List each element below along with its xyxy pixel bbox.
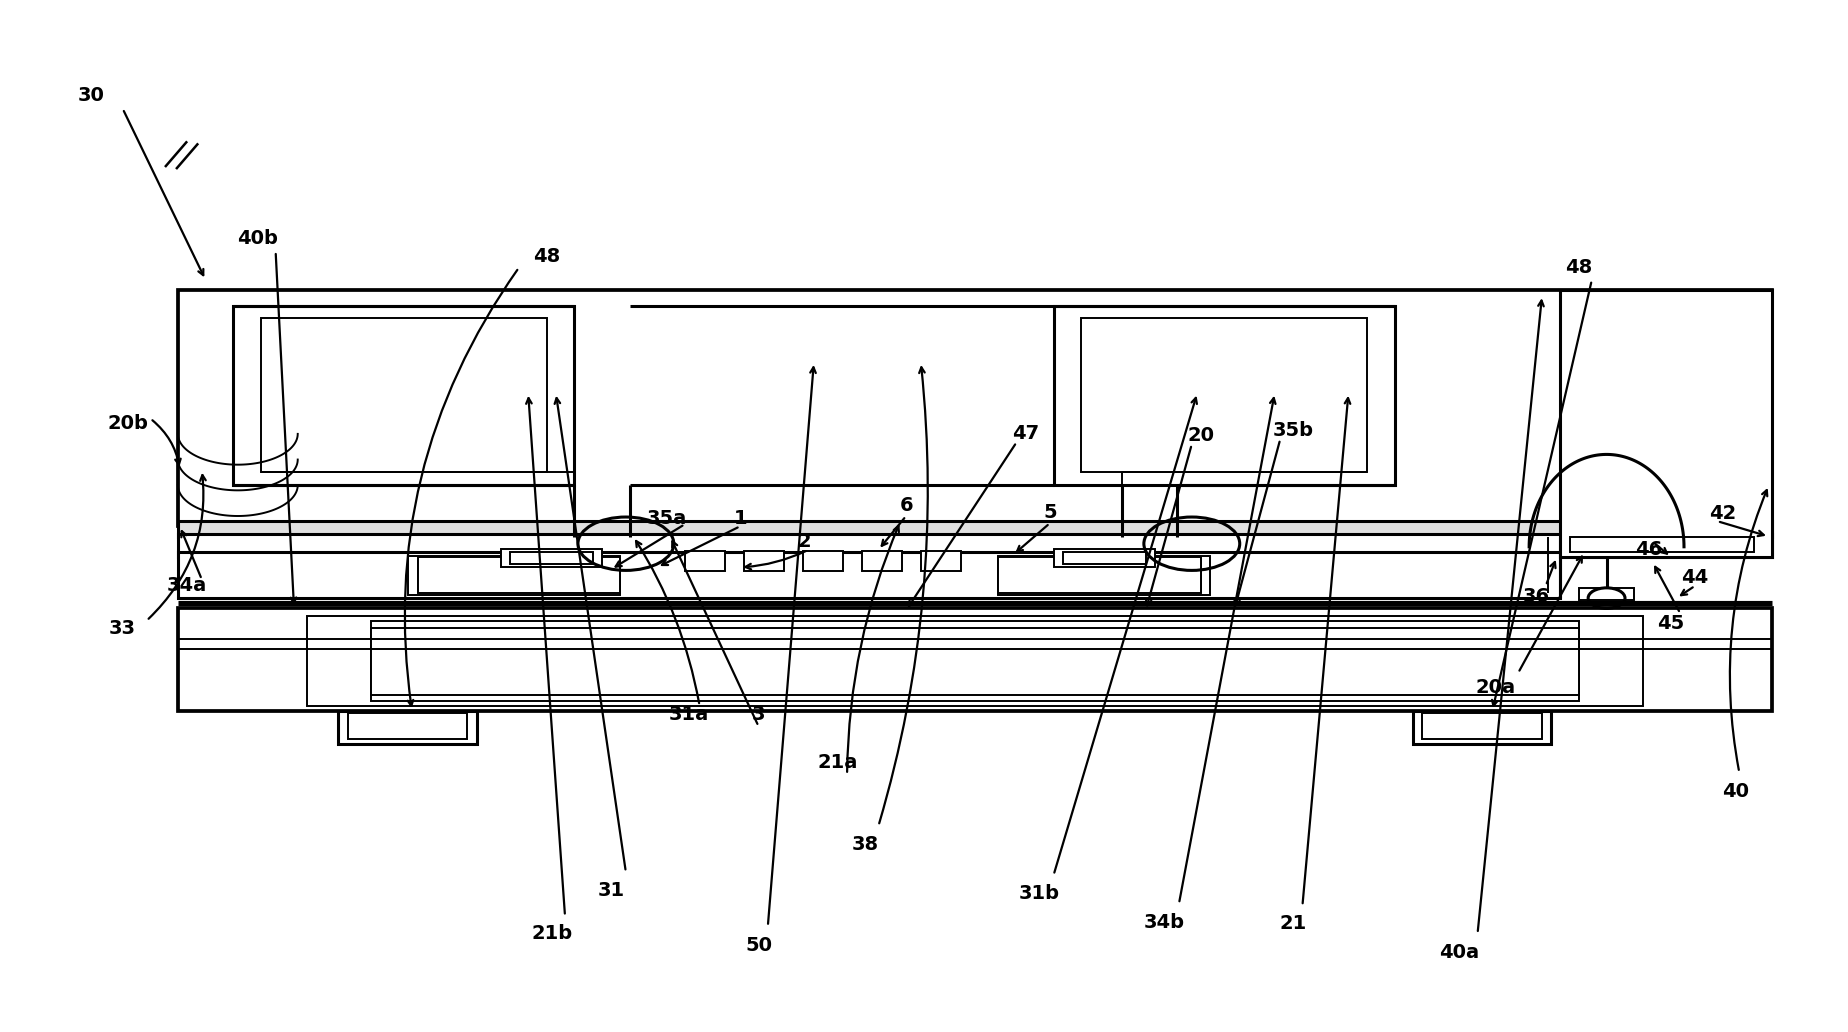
Text: 46: 46 — [1634, 541, 1661, 559]
Bar — [684, 551, 724, 572]
Bar — [418, 557, 619, 593]
Text: 42: 42 — [1708, 505, 1735, 523]
Bar — [1578, 588, 1634, 601]
Bar — [501, 549, 602, 568]
Text: 47: 47 — [1011, 424, 1039, 444]
Bar — [347, 713, 468, 739]
Text: 48: 48 — [532, 247, 560, 266]
Bar — [177, 535, 1772, 557]
Bar — [1007, 561, 1201, 592]
Bar — [920, 551, 961, 572]
Text: 35a: 35a — [647, 509, 686, 527]
Text: 2: 2 — [798, 533, 811, 551]
Bar — [1569, 537, 1754, 552]
Bar — [998, 557, 1201, 593]
Text: 31b: 31b — [1018, 884, 1059, 903]
Bar — [371, 627, 1578, 695]
Text: 3: 3 — [752, 705, 765, 723]
Text: 21a: 21a — [817, 753, 857, 772]
Bar — [743, 551, 784, 572]
Bar — [1412, 711, 1550, 744]
Text: 34a: 34a — [166, 576, 207, 595]
Text: 1: 1 — [734, 509, 747, 527]
Text: 50: 50 — [745, 936, 772, 955]
Text: 36: 36 — [1523, 586, 1549, 606]
Bar — [338, 711, 477, 744]
Text: 20b: 20b — [107, 414, 148, 433]
Text: 30: 30 — [78, 86, 105, 104]
Text: 48: 48 — [1565, 258, 1591, 278]
Bar — [1053, 549, 1155, 568]
Text: 40a: 40a — [1438, 943, 1478, 962]
Bar — [1053, 305, 1393, 485]
Bar — [177, 521, 1772, 537]
Bar — [177, 609, 1772, 711]
Bar — [261, 318, 547, 472]
Text: 21b: 21b — [530, 925, 573, 943]
Text: 21: 21 — [1279, 914, 1307, 933]
Bar — [408, 556, 619, 595]
Bar — [177, 552, 1560, 599]
Bar — [233, 305, 575, 485]
Bar — [1081, 318, 1366, 472]
Text: 5: 5 — [1042, 504, 1055, 522]
Bar — [1421, 713, 1541, 739]
Text: 31: 31 — [597, 881, 625, 900]
Text: 40: 40 — [1720, 781, 1748, 801]
Bar — [1560, 290, 1772, 557]
Text: 40b: 40b — [237, 229, 277, 249]
Bar — [1063, 552, 1146, 565]
Bar — [861, 551, 902, 572]
Bar — [998, 556, 1210, 595]
Bar — [177, 290, 1772, 526]
Bar — [510, 552, 593, 565]
Text: 20a: 20a — [1475, 678, 1515, 697]
Text: 31a: 31a — [669, 705, 708, 723]
Bar — [418, 561, 612, 592]
Text: 45: 45 — [1656, 614, 1684, 634]
Text: 33: 33 — [109, 619, 137, 639]
Text: 38: 38 — [852, 835, 878, 853]
Text: 20: 20 — [1186, 426, 1214, 446]
Text: 35b: 35b — [1271, 421, 1312, 441]
Text: 34b: 34b — [1144, 913, 1185, 932]
Text: 6: 6 — [898, 496, 913, 515]
Bar — [802, 551, 843, 572]
Text: 44: 44 — [1680, 568, 1708, 587]
Bar — [307, 615, 1643, 706]
Bar — [371, 620, 1578, 701]
